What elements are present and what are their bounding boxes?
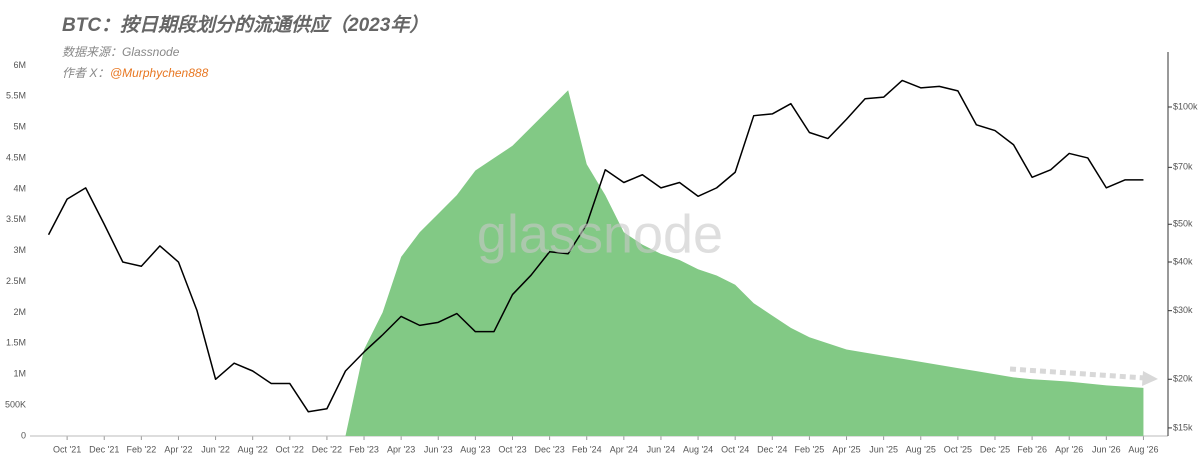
x-tick-label: Apr '26 — [1055, 444, 1083, 454]
trend-arrow — [1009, 366, 1146, 381]
y-tick-label: 3.5M — [6, 214, 26, 224]
y-tick-label: 1M — [13, 369, 26, 379]
x-tick-label: Apr '22 — [164, 444, 192, 454]
supply-area — [345, 90, 1144, 437]
author-prefix: 作者 X： — [62, 66, 109, 80]
y-tick-label: 6M — [13, 60, 26, 70]
author-handle: @Murphychen888 — [110, 66, 209, 80]
x-tick-label: Apr '23 — [387, 444, 415, 454]
x-tick-label: Aug '25 — [906, 444, 936, 454]
arrow-head — [1142, 371, 1158, 386]
x-tick-label: Oct '25 — [944, 444, 972, 454]
price-line — [47, 79, 1144, 413]
x-tick-label: Oct '24 — [721, 444, 749, 454]
x-tick-label: Dec '23 — [534, 444, 564, 454]
subtitle: 数据来源：Glassnode — [62, 45, 180, 59]
x-tick-label: Jun '24 — [647, 444, 676, 454]
watermark: glassnode — [477, 204, 723, 264]
y2-tick-label: $40k — [1173, 256, 1193, 266]
x-tick-label: Jun '22 — [201, 444, 230, 454]
x-tick-label: Dec '24 — [757, 444, 787, 454]
x-tick-label: Feb '25 — [795, 444, 825, 454]
y2-tick-label: $100k — [1173, 101, 1198, 111]
x-tick-label: Apr '24 — [610, 444, 638, 454]
y2-tick-label: $15k — [1173, 422, 1193, 432]
y-tick-label: 5.5M — [6, 91, 26, 101]
x-tick-label: Aug '26 — [1128, 444, 1158, 454]
x-tick-label: Jun '26 — [1092, 444, 1121, 454]
x-tick-label: Feb '22 — [126, 444, 156, 454]
x-tick-label: Aug '23 — [460, 444, 490, 454]
y2-tick-label: $50k — [1173, 219, 1193, 229]
x-tick-label: Oct '22 — [276, 444, 304, 454]
plot: 0 500K 1M 1.5M 2M 2.5M 3M 3.5M 4M 4.5M 5M 5.5M 6M $15… — [5, 60, 1198, 455]
y-tick-label: 3M — [13, 245, 26, 255]
x-tick-label: Aug '24 — [683, 444, 713, 454]
y-tick-label: 1.5M — [6, 338, 26, 348]
x-tick-label: Feb '24 — [572, 444, 602, 454]
x-tick-label: Oct '21 — [53, 444, 81, 454]
x-tick-label: Dec '21 — [89, 444, 119, 454]
chart-title: BTC：按日期段划分的流通供应（2023年） — [62, 14, 428, 36]
y2-tick-label: $20k — [1173, 374, 1193, 384]
x-tick-label: Oct '23 — [498, 444, 526, 454]
y2-tick-label: $30k — [1173, 305, 1193, 315]
x-tick-label: Feb '26 — [1017, 444, 1047, 454]
x-tick-label: Aug '22 — [238, 444, 268, 454]
x-tick-label: Dec '25 — [980, 444, 1010, 454]
x-tick-label: Jun '23 — [424, 444, 453, 454]
y-tick-label: 2M — [13, 307, 26, 317]
y-tick-label: 0 — [21, 430, 26, 440]
x-tick-label: Jun '25 — [869, 444, 898, 454]
y-tick-label: 2.5M — [6, 276, 26, 286]
y2-tick-label: $70k — [1173, 162, 1193, 172]
x-tick-label: Feb '23 — [349, 444, 379, 454]
y-tick-label: 4M — [13, 183, 26, 193]
y-tick-label: 4.5M — [6, 152, 26, 162]
y-tick-label: 500K — [5, 399, 26, 409]
y-tick-label: 5M — [13, 122, 26, 132]
x-tick-label: Apr '25 — [832, 444, 860, 454]
x-tick-label: Dec '22 — [312, 444, 342, 454]
